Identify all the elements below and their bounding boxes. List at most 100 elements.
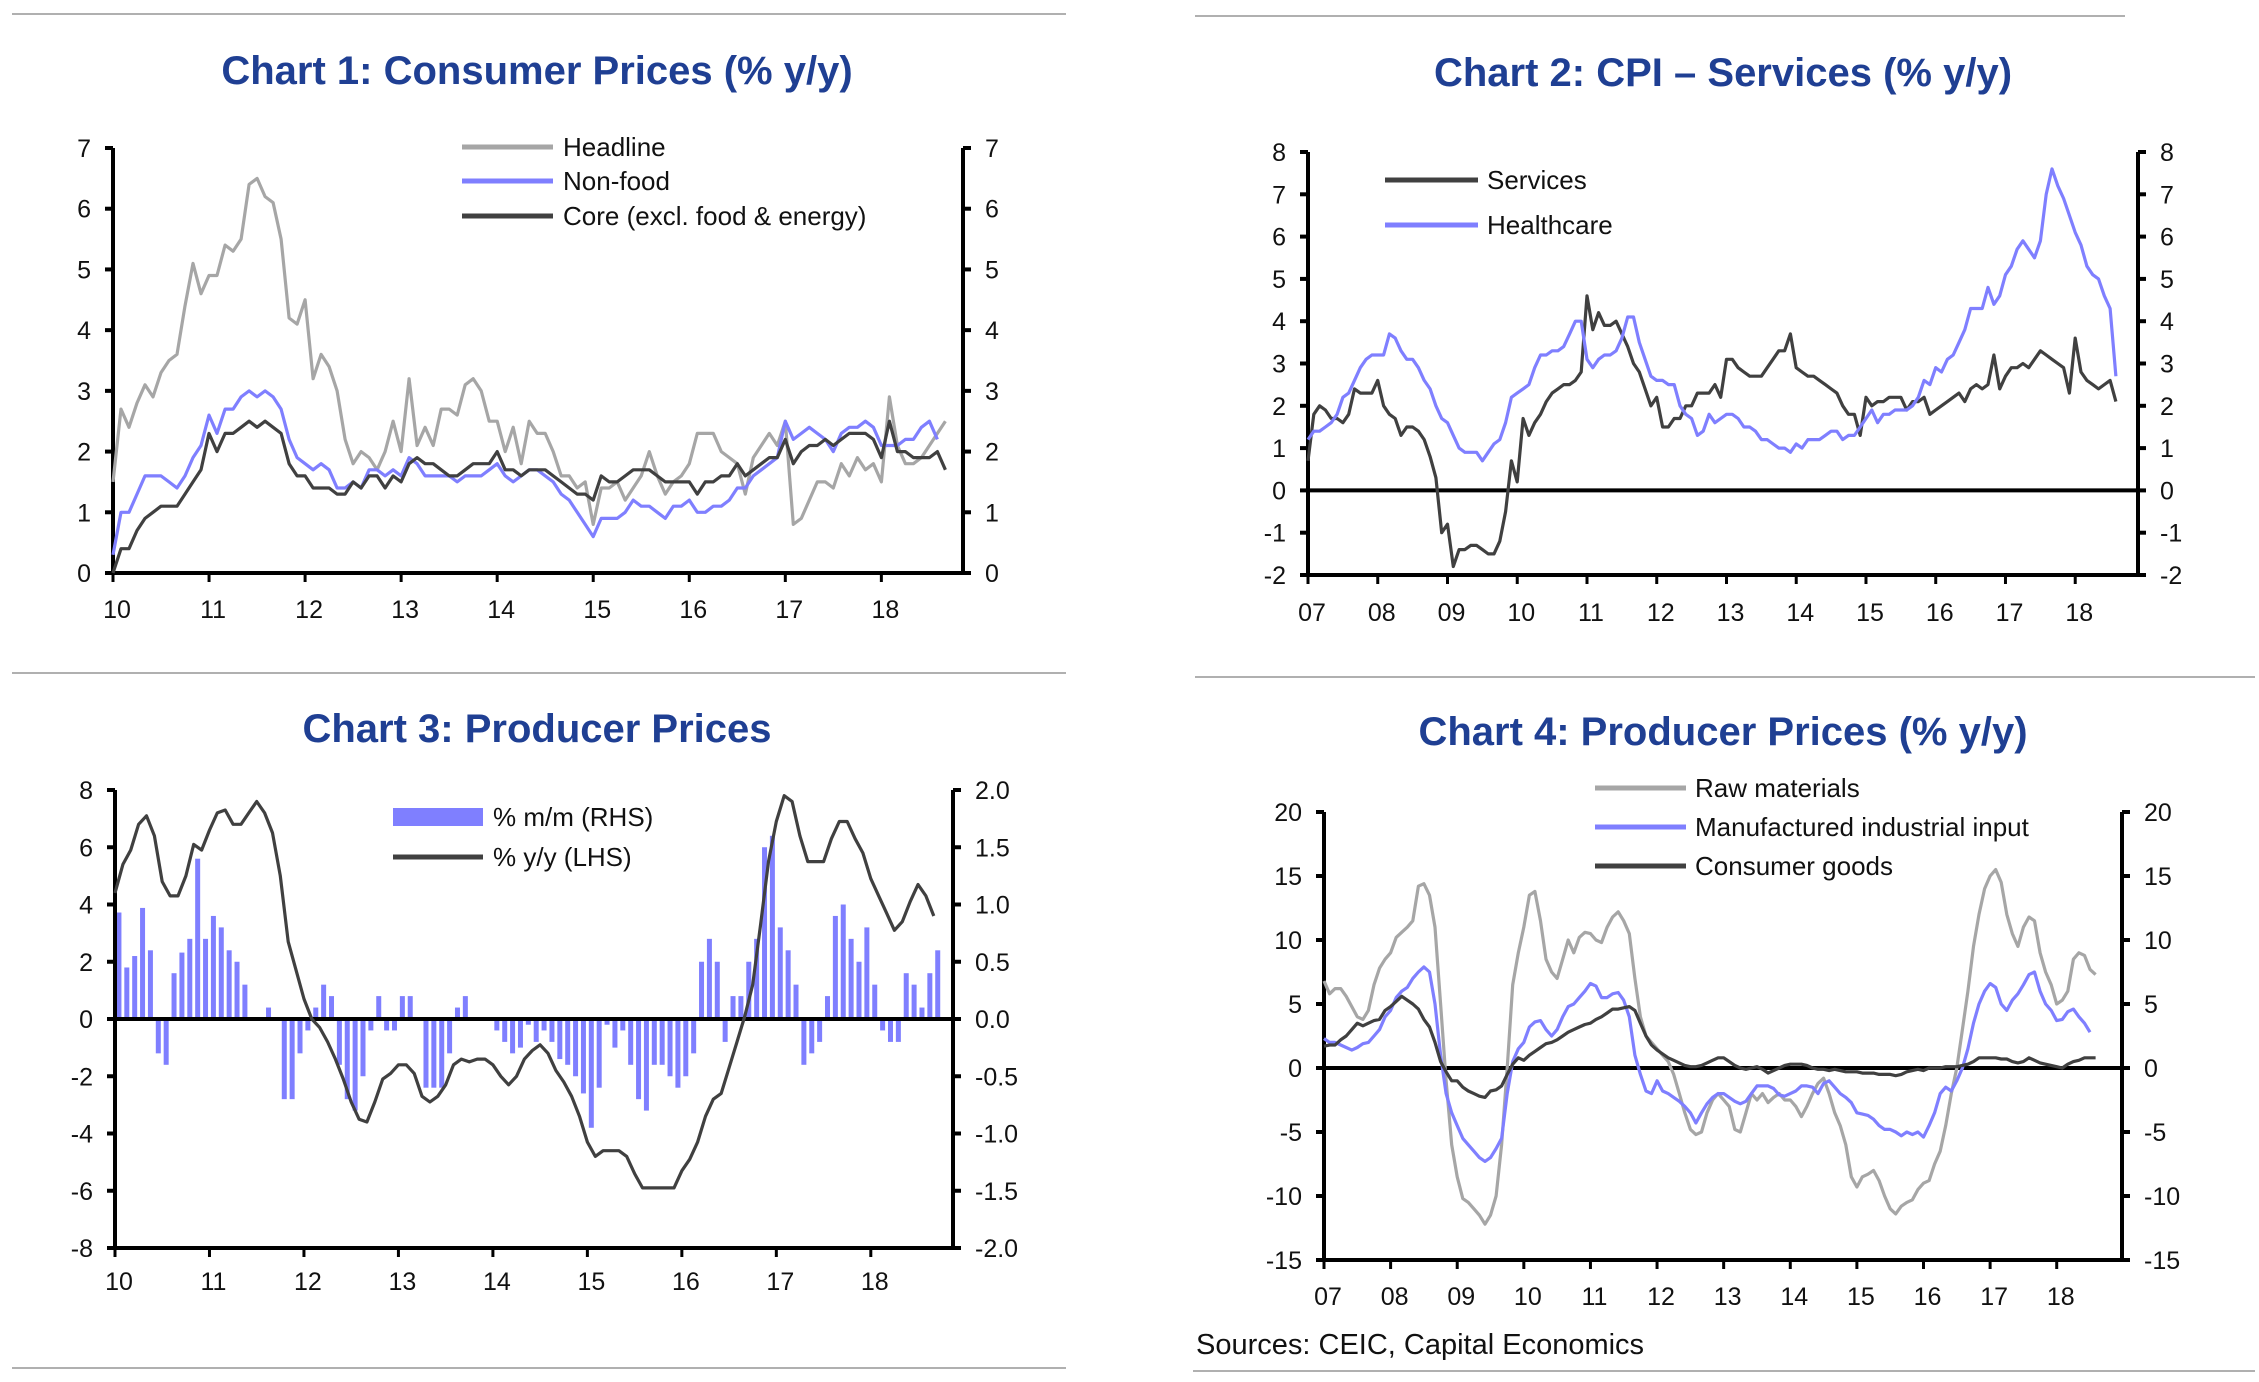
bar-mm-2017-6 bbox=[817, 1019, 823, 1042]
y-tick-label: 5 bbox=[1288, 991, 1302, 1019]
bar-mm-2010-3 bbox=[132, 956, 138, 1019]
y-tick-label: 20 bbox=[1274, 799, 1302, 827]
y-right-tick-label: -1 bbox=[2160, 520, 2182, 548]
bar-mm-2018-3 bbox=[887, 1019, 893, 1042]
x-tick-label: 17 bbox=[766, 1268, 794, 1296]
bar-mm-2018-2 bbox=[880, 1019, 886, 1031]
bar-mm-2015-2 bbox=[596, 1019, 602, 1088]
bar-mm-2012-11 bbox=[384, 1019, 390, 1031]
y-tick-label: 1 bbox=[1272, 435, 1286, 463]
bar-mm-2010-10 bbox=[187, 938, 193, 1019]
bar-mm-2011-11 bbox=[289, 1019, 295, 1100]
y-right-tick-label: 2 bbox=[2160, 393, 2174, 421]
x-tick-label: 18 bbox=[2047, 1283, 2075, 1311]
legend-label: Services bbox=[1487, 165, 1587, 195]
y-tick-label: -6 bbox=[71, 1178, 93, 1206]
y-tick-label: -4 bbox=[71, 1121, 93, 1149]
y-tick-label: 8 bbox=[79, 777, 93, 805]
x-tick-label: 08 bbox=[1381, 1283, 1409, 1311]
x-tick-label: 07 bbox=[1298, 599, 1326, 627]
x-tick-label: 13 bbox=[1717, 599, 1745, 627]
bar-mm-2018-6 bbox=[911, 984, 917, 1019]
y-right-tick-label: 20 bbox=[2144, 799, 2172, 827]
x-tick-label: 09 bbox=[1438, 599, 1466, 627]
y-right-tick-label: 0 bbox=[2160, 477, 2174, 505]
x-tick-label: 07 bbox=[1314, 1283, 1342, 1311]
bar-mm-2018-7 bbox=[919, 1007, 925, 1019]
sources-note: Sources: CEIC, Capital Economics bbox=[1196, 1329, 1644, 1361]
chart-title: Chart 2: CPI – Services (% y/y) bbox=[1434, 51, 2012, 95]
x-tick-label: 12 bbox=[295, 596, 323, 624]
y-right-tick-label: 15 bbox=[2144, 863, 2172, 891]
bar-mm-2015-7 bbox=[636, 1019, 642, 1100]
y-tick-label: 15 bbox=[1274, 863, 1302, 891]
y-right-tick-label: -10 bbox=[2144, 1183, 2180, 1211]
bar-mm-2014-2 bbox=[502, 1019, 508, 1042]
x-tick-label: 13 bbox=[1714, 1283, 1742, 1311]
series-line--y-y-lhs- bbox=[113, 794, 936, 1190]
series-line-raw-materials bbox=[1322, 867, 2097, 1226]
legend-label: % m/m (RHS) bbox=[493, 802, 653, 832]
chart-title: Chart 3: Producer Prices bbox=[302, 707, 771, 751]
x-tick-label: 10 bbox=[103, 596, 131, 624]
bar-mm-2013-7 bbox=[447, 1019, 453, 1054]
chart-2: Chart 2: CPI – Services (% y/y)-2-101234… bbox=[1264, 51, 2182, 627]
x-tick-label: 12 bbox=[294, 1268, 322, 1296]
x-tick-label: 13 bbox=[391, 596, 419, 624]
chart-1: Chart 1: Consumer Prices (% y/y)01234567… bbox=[77, 49, 999, 624]
y-tick-label: 0 bbox=[79, 1006, 93, 1034]
bar-mm-2014-7 bbox=[541, 1019, 547, 1031]
bar-mm-2011-1 bbox=[210, 915, 216, 1019]
x-tick-label: 11 bbox=[1581, 1283, 1607, 1311]
x-tick-label: 18 bbox=[861, 1268, 889, 1296]
bar-mm-2015-5 bbox=[620, 1019, 626, 1031]
y-right-tick-label: 0.0 bbox=[975, 1006, 1010, 1034]
legend-label: Raw materials bbox=[1695, 773, 1860, 803]
bar-mm-2017-8 bbox=[832, 915, 838, 1019]
bar-mm-2012-5 bbox=[336, 1019, 342, 1065]
bar-mm-2013-6 bbox=[439, 1019, 445, 1088]
bar-mm-2016-1 bbox=[683, 1019, 689, 1077]
bar-mm-2018-8 bbox=[927, 973, 933, 1019]
bar-mm-2015-12 bbox=[675, 1019, 681, 1088]
y-right-tick-label: 6 bbox=[985, 196, 999, 224]
y-tick-label: 4 bbox=[79, 892, 93, 920]
y-right-tick-label: 1.5 bbox=[975, 834, 1010, 862]
bar-mm-2014-4 bbox=[517, 1019, 523, 1048]
series-line-consumer-goods bbox=[1323, 994, 2096, 1100]
bar-mm-2015-10 bbox=[659, 1019, 665, 1065]
y-right-tick-label: 1 bbox=[985, 499, 999, 527]
bar-mm-2011-3 bbox=[226, 950, 232, 1019]
bar-mm-2014-3 bbox=[510, 1019, 516, 1054]
y-tick-label: 3 bbox=[1272, 351, 1286, 379]
y-right-tick-label: -1.0 bbox=[975, 1121, 1018, 1149]
y-tick-label: 6 bbox=[79, 834, 93, 862]
y-right-tick-label: 2.0 bbox=[975, 777, 1010, 805]
bar-mm-2013-8 bbox=[454, 1007, 460, 1019]
y-tick-label: 5 bbox=[1272, 266, 1286, 294]
bar-mm-2014-1 bbox=[494, 1019, 500, 1031]
bar-mm-2011-4 bbox=[234, 961, 240, 1019]
y-right-tick-label: -2.0 bbox=[975, 1235, 1018, 1263]
y-tick-label: 1 bbox=[77, 499, 91, 527]
y-right-tick-label: -5 bbox=[2144, 1119, 2166, 1147]
bar-mm-2016-3 bbox=[699, 961, 705, 1019]
bar-mm-2014-12 bbox=[580, 1019, 586, 1094]
bar-mm-2013-2 bbox=[407, 996, 413, 1019]
bar-mm-2016-8 bbox=[738, 996, 744, 1019]
y-tick-label: 7 bbox=[1272, 181, 1286, 209]
bar-mm-2014-11 bbox=[573, 1019, 579, 1077]
x-tick-label: 16 bbox=[1926, 599, 1954, 627]
bar-mm-2013-1 bbox=[399, 996, 405, 1019]
y-right-tick-label: 3 bbox=[2160, 351, 2174, 379]
bar-mm-2012-2 bbox=[313, 1007, 319, 1019]
y-right-tick-label: -0.5 bbox=[975, 1063, 1018, 1091]
bar-mm-2016-5 bbox=[714, 961, 720, 1019]
y-tick-label: 8 bbox=[1272, 139, 1286, 167]
x-tick-label: 10 bbox=[1507, 599, 1535, 627]
x-tick-label: 15 bbox=[583, 596, 611, 624]
y-tick-label: 4 bbox=[77, 317, 91, 345]
y-right-tick-label: -1.5 bbox=[975, 1178, 1018, 1206]
y-right-tick-label: 7 bbox=[2160, 181, 2174, 209]
y-right-tick-label: 5 bbox=[2160, 266, 2174, 294]
